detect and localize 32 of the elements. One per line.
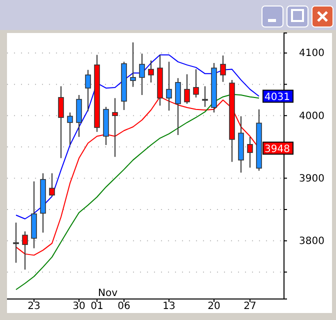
x-tick-label: 01 [90,301,104,312]
line-series [16,94,260,290]
candlestick [76,94,82,138]
candlestick [148,60,154,83]
x-tick-label: 13 [162,301,176,312]
data-label: 3948 [264,144,290,156]
y-tick-label: 3900 [299,173,324,184]
candlestick [130,42,136,88]
candlestick [58,86,64,159]
data-label: 4031 [264,92,290,104]
candlestick [13,222,19,264]
line-series [16,54,260,220]
x-tick-label: 30 [72,301,86,312]
candlestick [166,61,172,112]
x-tick-label: 06 [118,301,130,312]
candlestick [85,69,91,112]
candlestick [175,78,181,136]
candlestick [49,172,55,197]
candlestick [139,53,145,96]
y-tick-label: 4000 [299,110,324,122]
candlestick [67,112,73,146]
candlestick [220,55,226,82]
x-tick-label: 20 [208,301,220,312]
candlestick [193,68,199,98]
x-tick-label: 23 [28,301,40,312]
x-tick-label: 27 [244,301,256,312]
candlestick [184,74,190,104]
y-tick-label: 4100 [299,48,324,60]
candlestick [247,136,253,168]
y-tick-label: 3800 [299,236,324,247]
annotation: Nov [98,288,118,299]
candlestick [202,86,208,108]
